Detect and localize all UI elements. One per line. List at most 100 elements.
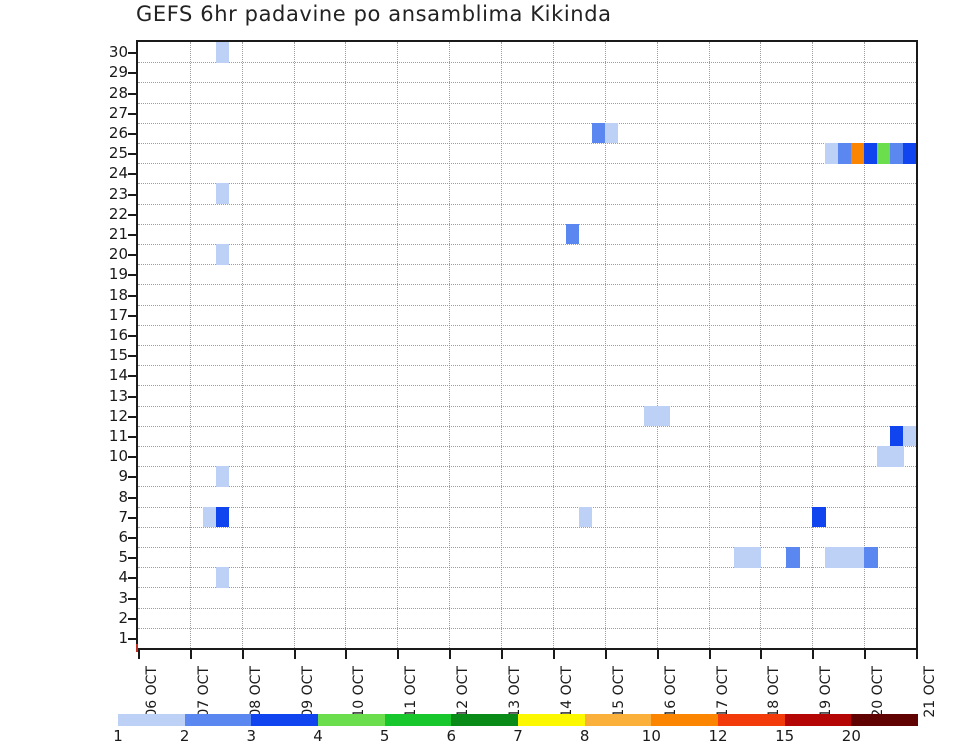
- colorbar-segment: [384, 714, 452, 726]
- gridline-horizontal: [138, 183, 916, 185]
- x-tick-mark: [189, 650, 192, 659]
- x-tick-mark: [916, 650, 918, 659]
- heatmap-cell: [656, 405, 671, 427]
- y-tick-label: 29: [108, 63, 128, 82]
- x-tick-label: 15 OCT: [610, 666, 627, 718]
- x-tick-mark: [138, 650, 140, 659]
- gridline-horizontal: [138, 486, 916, 488]
- colorbar-segment: [518, 714, 585, 726]
- x-tick-mark: [656, 650, 659, 659]
- heatmap-cell: [864, 143, 878, 164]
- y-tick-label: 5: [118, 548, 128, 567]
- y-tick-mark: [128, 415, 137, 418]
- x-tick-label: 09 OCT: [299, 666, 316, 718]
- gridline-horizontal: [138, 506, 916, 509]
- y-tick-label: 11: [108, 426, 128, 445]
- heatmap-cell: [903, 143, 916, 164]
- y-tick-label: 3: [118, 588, 128, 607]
- heatmap-cell: [215, 42, 230, 63]
- x-tick-label: 21 OCT: [922, 666, 938, 718]
- y-tick-mark: [128, 153, 137, 156]
- gridline-horizontal: [138, 365, 916, 367]
- y-tick-label: 10: [108, 447, 128, 466]
- heatmap-cell: [838, 547, 852, 568]
- y-tick-label: 19: [108, 265, 128, 284]
- y-axis-labels: 1 2 3 4 5 6 7 8 9 10 11 12 13 14 15 16 17 18 19 20 21 22 23 24 2…: [96, 40, 128, 650]
- gridline-horizontal: [138, 405, 916, 408]
- y-tick-mark: [128, 637, 137, 640]
- colorbar-segment: [251, 714, 319, 726]
- y-tick-mark: [128, 334, 137, 337]
- x-tick-mark: [241, 650, 244, 659]
- gridline-horizontal: [138, 324, 916, 327]
- colorbar-segment: [118, 714, 185, 726]
- y-tick-label: 12: [108, 406, 128, 425]
- y-tick-mark: [128, 435, 137, 438]
- gridline-horizontal: [138, 264, 916, 266]
- colorbar-segment: [318, 714, 385, 726]
- y-tick-label: 7: [118, 507, 128, 526]
- x-tick-label: 07 OCT: [195, 666, 212, 718]
- y-tick-mark: [128, 597, 137, 600]
- gridline-horizontal: [138, 385, 916, 387]
- y-tick-mark: [128, 496, 137, 499]
- x-tick-label: 20 OCT: [870, 666, 887, 718]
- y-tick-label: 30: [108, 43, 128, 62]
- y-tick-mark: [128, 173, 137, 176]
- gridline-horizontal: [138, 203, 916, 206]
- colorbar-segment: [184, 714, 252, 726]
- heatmap-cell: [877, 446, 891, 467]
- gridline-horizontal: [138, 466, 916, 468]
- heatmap-cell: [903, 425, 916, 447]
- y-tick-mark: [128, 395, 137, 398]
- x-tick-label: 13 OCT: [507, 666, 524, 718]
- gridline-horizontal: [138, 587, 916, 589]
- y-tick-label: 18: [108, 285, 128, 304]
- x-tick-mark: [293, 650, 296, 659]
- y-tick-mark: [128, 233, 137, 236]
- heatmap-cell: [215, 506, 230, 528]
- y-tick-label: 13: [108, 386, 128, 405]
- y-tick-mark: [128, 375, 137, 378]
- x-tick-label: 11 OCT: [403, 666, 420, 718]
- y-tick-mark: [128, 536, 137, 539]
- y-tick-label: 8: [118, 487, 128, 506]
- x-tick-mark: [864, 650, 867, 659]
- y-tick-mark: [128, 52, 137, 55]
- x-tick-mark: [501, 650, 504, 659]
- gridline-horizontal: [138, 446, 916, 448]
- y-tick-label: 14: [108, 366, 128, 385]
- colorbar-tick-label: 6: [446, 727, 457, 745]
- x-tick-mark: [812, 650, 815, 659]
- colorbar-tick-label: 15: [775, 727, 795, 745]
- heatmap-cell: [890, 446, 904, 467]
- gridline-horizontal: [138, 607, 916, 610]
- y-tick-mark: [128, 213, 137, 216]
- y-tick-label: 2: [118, 608, 128, 627]
- colorbar-tick-label: 8: [579, 727, 590, 745]
- heatmap-cell: [812, 506, 826, 528]
- heatmap-cell: [864, 547, 878, 568]
- x-tick-label: 14 OCT: [558, 666, 575, 718]
- gridline-horizontal: [138, 547, 916, 549]
- y-tick-mark: [128, 617, 137, 620]
- y-tick-mark: [128, 132, 137, 135]
- y-tick-mark: [128, 193, 137, 196]
- colorbar-tick-label: 10: [641, 727, 661, 745]
- y-tick-label: 6: [118, 527, 128, 546]
- heatmap-cell: [215, 244, 230, 265]
- heatmap-cell: [643, 405, 658, 427]
- y-tick-label: 16: [108, 325, 128, 344]
- x-tick-mark: [449, 650, 452, 659]
- y-tick-mark: [128, 476, 137, 479]
- colorbar-segment: [451, 714, 519, 726]
- y-tick-label: 27: [108, 103, 128, 122]
- heatmap-cell: [877, 143, 891, 164]
- y-tick-mark: [128, 92, 137, 95]
- y-tick-label: 25: [108, 144, 128, 163]
- x-tick-mark: [604, 650, 607, 659]
- x-tick-mark: [708, 650, 711, 659]
- y-tick-label: 20: [108, 245, 128, 264]
- gridline-horizontal: [138, 345, 916, 347]
- heatmap-cell: [786, 547, 800, 568]
